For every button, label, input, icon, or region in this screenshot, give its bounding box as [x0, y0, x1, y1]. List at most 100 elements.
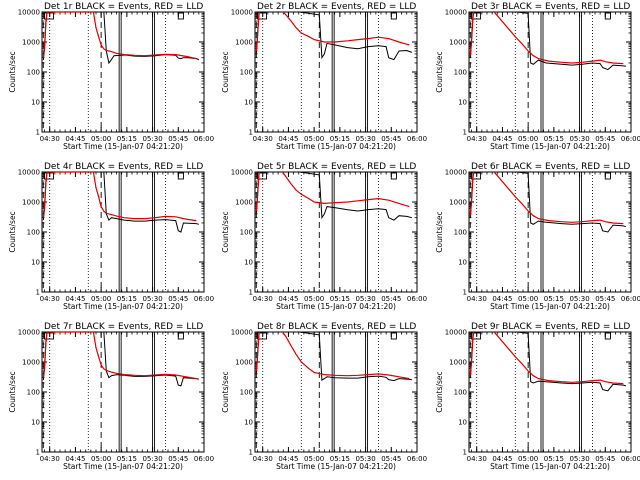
panel-det-9: Det 9r BLACK = Events, RED = LLD 1 10 100 10… [435, 322, 640, 471]
time-interval-box [177, 332, 184, 340]
x-tick-label: 05:30 [355, 455, 375, 463]
x-tick-label: 06:00 [194, 135, 214, 143]
panel-title: Det 8r BLACK = Events, RED = LLD [257, 322, 416, 332]
y-tick-label: 1 [36, 449, 40, 457]
y-tick-label: 10000 [18, 9, 40, 17]
x-tick-label: 04:30 [253, 135, 273, 143]
y-tick-label: 10 [31, 99, 40, 107]
x-tick-label: 05:45 [381, 295, 401, 303]
x-tick-label: 05:15 [330, 135, 350, 143]
x-tick-label: 04:30 [253, 295, 273, 303]
y-tick-label: 10 [31, 259, 40, 267]
y-tick-label: 100 [454, 229, 467, 237]
y-axis-label: Counts/sec [435, 211, 444, 252]
y-tick-label: 10000 [231, 329, 253, 337]
time-interval-box [471, 332, 482, 340]
x-tick-label: 05:15 [544, 455, 564, 463]
x-tick-label: 05:15 [117, 295, 137, 303]
events-series-line [255, 332, 412, 382]
y-tick-label: 1 [36, 289, 40, 297]
y-tick-label: 100 [454, 69, 467, 77]
x-tick-label: 05:00 [91, 295, 111, 303]
events-series-line [469, 332, 627, 392]
panel-det-5: Det 5r BLACK = Events, RED = LLD 1 10 100 10… [221, 162, 427, 311]
x-tick-label: 04:30 [40, 295, 60, 303]
x-tick-label: 06:00 [621, 135, 640, 143]
panel-data [255, 12, 417, 132]
time-interval-box [390, 12, 397, 20]
x-axis-label: Start Time (15-Jan-07 04:21:20) [276, 462, 396, 471]
time-interval-box [604, 172, 611, 180]
time-interval-box [44, 172, 55, 180]
lld-series-line [255, 332, 410, 380]
y-tick-label: 100 [27, 229, 40, 237]
panel-det-4: Det 4r BLACK = Events, RED = LLD 1 10 100 10… [8, 162, 214, 311]
time-interval-box [177, 172, 184, 180]
x-tick-label: 05:00 [518, 455, 538, 463]
y-tick-label: 1000 [449, 39, 467, 47]
x-tick-label: 05:00 [91, 135, 111, 143]
x-tick-label: 05:15 [117, 135, 137, 143]
lld-series-line [255, 172, 410, 212]
plot-frame [254, 171, 418, 293]
panel-title: Det 6r BLACK = Events, RED = LLD [471, 162, 630, 172]
x-axis-label: Start Time (15-Jan-07 04:21:20) [490, 302, 610, 311]
x-tick-label: 04:45 [278, 135, 298, 143]
y-axis-label: Counts/sec [8, 371, 17, 412]
y-tick-label: 1 [463, 289, 467, 297]
lld-series-line [42, 172, 197, 222]
panel-data [42, 172, 204, 292]
x-tick-label: 05:45 [595, 135, 615, 143]
x-axis-label: Start Time (15-Jan-07 04:21:20) [63, 462, 183, 471]
time-interval-box [44, 12, 55, 20]
y-axis-label: Counts/sec [221, 51, 230, 92]
y-tick-label: 10 [244, 99, 253, 107]
x-tick-label: 05:00 [518, 295, 538, 303]
plot-frame [41, 331, 205, 453]
y-tick-label: 100 [240, 69, 253, 77]
y-tick-label: 10 [458, 99, 467, 107]
x-tick-label: 05:45 [595, 455, 615, 463]
x-axis-label: Start Time (15-Jan-07 04:21:20) [63, 302, 183, 311]
events-series-line [42, 172, 200, 233]
x-tick-label: 05:30 [569, 295, 589, 303]
y-tick-label: 10000 [18, 329, 40, 337]
x-tick-label: 05:30 [142, 455, 162, 463]
y-tick-label: 10000 [231, 169, 253, 177]
x-tick-label: 06:00 [194, 295, 214, 303]
y-tick-label: 10 [244, 259, 253, 267]
panel-title: Det 3r BLACK = Events, RED = LLD [471, 2, 630, 12]
plot-frame [254, 11, 418, 133]
y-tick-label: 100 [240, 229, 253, 237]
panel-data [42, 12, 204, 132]
y-axis-label: Counts/sec [221, 211, 230, 252]
x-tick-label: 04:45 [278, 295, 298, 303]
events-series-line [469, 12, 626, 71]
y-tick-label: 10000 [231, 9, 253, 17]
x-tick-label: 04:45 [278, 455, 298, 463]
time-interval-box [390, 332, 397, 340]
x-tick-label: 05:45 [168, 135, 188, 143]
x-tick-label: 04:30 [467, 295, 487, 303]
plot-frame [468, 331, 632, 453]
events-series-line [469, 172, 627, 233]
x-tick-label: 06:00 [407, 135, 427, 143]
x-tick-label: 04:45 [65, 135, 85, 143]
x-tick-label: 04:30 [253, 455, 273, 463]
x-tick-label: 05:00 [304, 455, 324, 463]
x-tick-label: 05:00 [304, 295, 324, 303]
x-tick-label: 04:30 [40, 135, 60, 143]
x-axis-label: Start Time (15-Jan-07 04:21:20) [490, 462, 610, 471]
y-tick-label: 100 [454, 389, 467, 397]
x-tick-label: 05:00 [91, 455, 111, 463]
y-tick-label: 1 [36, 129, 40, 137]
x-tick-label: 06:00 [621, 455, 640, 463]
lld-series-line [42, 332, 197, 380]
y-tick-label: 100 [27, 69, 40, 77]
panel-title: Det 4r BLACK = Events, RED = LLD [44, 162, 203, 172]
x-tick-label: 04:45 [492, 455, 512, 463]
y-tick-label: 1000 [235, 39, 253, 47]
time-interval-box [257, 172, 268, 180]
y-axis-label: Counts/sec [435, 51, 444, 92]
y-tick-label: 10000 [18, 169, 40, 177]
